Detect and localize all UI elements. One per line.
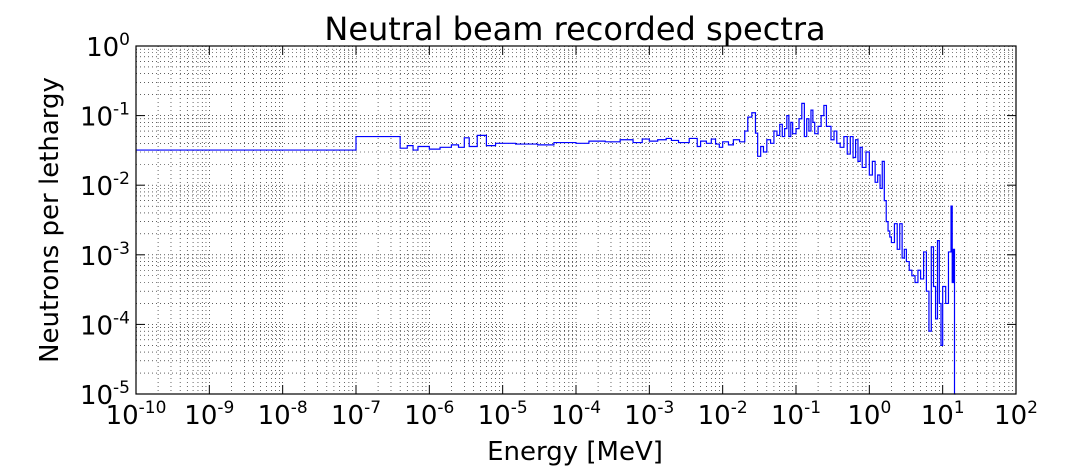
y-tick-labels: 100 10-1 10-2 10-3 10-4 10-5: [80, 30, 130, 411]
x-tick-label: 10-5: [478, 398, 528, 431]
x-tick-label: 10-2: [698, 398, 748, 431]
x-tick-label: 102: [994, 398, 1038, 431]
chart-title: Neutral beam recorded spectra: [324, 10, 825, 48]
y-tick-label: 10-4: [80, 308, 130, 341]
y-tick-label: 10-5: [80, 378, 130, 411]
x-tick-label: 10-10: [106, 398, 167, 431]
y-tick-label: 10-1: [80, 100, 130, 133]
ticks: [135, 45, 1017, 395]
x-tick-label: 101: [921, 398, 965, 431]
x-tick-label: 10-1: [771, 398, 821, 431]
y-tick-label: 100: [86, 30, 130, 63]
x-tick-label: 10-8: [258, 398, 308, 431]
y-axis-label: Neutrons per lethargy: [35, 77, 65, 363]
spectrum-line: [136, 102, 956, 395]
y-tick-label: 10-3: [80, 239, 130, 272]
x-tick-label: 10-3: [624, 398, 674, 431]
x-tick-label: 100: [847, 398, 891, 431]
y-tick-label: 10-2: [80, 169, 130, 202]
x-tick-labels: 10-10 10-9 10-8 10-7 10-6 10-5 10-4 10-3 10-2 10-…: [106, 398, 1038, 431]
x-tick-label: 10-7: [331, 398, 381, 431]
x-tick-label: 10-4: [551, 398, 601, 431]
x-tick-label: 10-6: [404, 398, 454, 431]
series-layer: [136, 102, 956, 395]
x-axis-label: Energy [MeV]: [487, 437, 663, 467]
x-tick-label: 10-9: [184, 398, 234, 431]
